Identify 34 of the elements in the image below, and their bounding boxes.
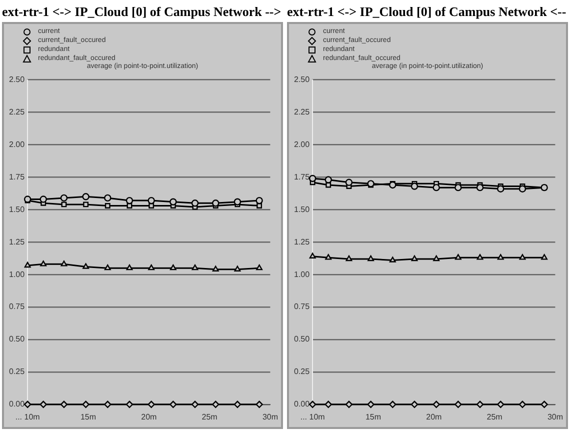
y-tick-label: 2.25 <box>294 107 310 116</box>
y-tick-label: 1.25 <box>294 237 310 246</box>
y-tick-label: 0.75 <box>294 302 310 312</box>
y-tick-label: 1.00 <box>294 270 310 279</box>
x-tick-label: 30m <box>262 412 278 422</box>
x-tick-label: 25m <box>486 412 503 422</box>
y-tick-label: 2.50 <box>8 75 26 84</box>
y-tick-label: 1.75 <box>294 172 310 182</box>
y-tick-label: 0.00 <box>8 400 26 409</box>
y-tick-label: 2.00 <box>294 140 310 149</box>
x-tick-label: 15m <box>80 412 96 422</box>
y-tick-label: 0.25 <box>8 367 26 376</box>
y-tick-label: 2.25 <box>8 107 26 116</box>
y-tick-label: 1.50 <box>294 204 310 214</box>
y-tick-label: 2.00 <box>8 140 26 149</box>
x-tick-label: 20m <box>141 412 158 422</box>
x-tick-label: ... 10m <box>300 412 326 422</box>
x-tick-label: 15m <box>365 412 382 422</box>
x-tick-label: 25m <box>202 412 218 422</box>
y-tick-label: 0.25 <box>294 367 310 376</box>
y-tick-label: 0.50 <box>294 334 310 344</box>
x-tick-label: 30m <box>547 412 564 422</box>
y-tick-label: 2.50 <box>294 75 310 84</box>
chart-title: ext-rtr-1 <-> IP_Cloud [0] of Campus Network <-- <box>287 3 568 21</box>
x-tick-label: ... 10m <box>15 412 40 422</box>
y-tick-label: 1.25 <box>8 237 26 246</box>
y-tick-label: 0.50 <box>8 334 26 344</box>
chart-title: ext-rtr-1 <-> IP_Cloud [0] of Campus Network --> <box>2 3 282 21</box>
y-tick-label: 1.00 <box>8 270 26 279</box>
y-tick-label: 0.75 <box>8 302 26 312</box>
y-tick-label: 1.50 <box>8 204 26 214</box>
y-tick-label: 0.00 <box>294 400 310 409</box>
x-tick-label: 20m <box>426 412 442 422</box>
y-tick-label: 1.75 <box>8 172 26 182</box>
